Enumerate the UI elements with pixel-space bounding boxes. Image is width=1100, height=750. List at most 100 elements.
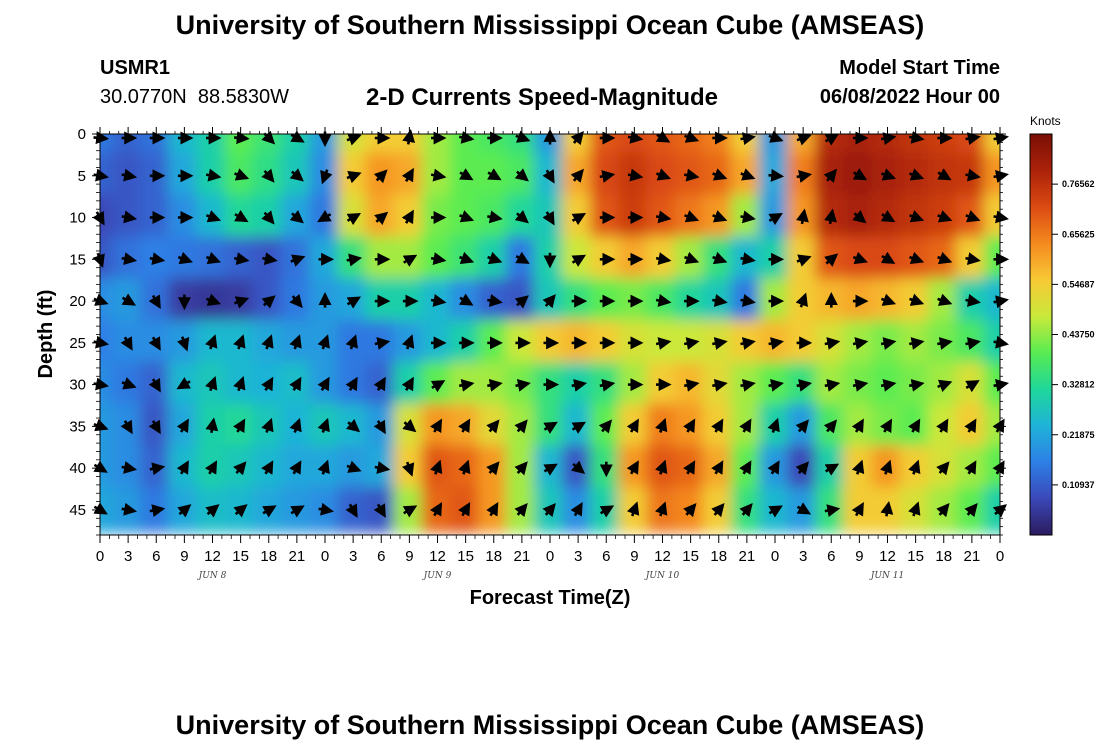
current-arrow [655,294,672,307]
current-arrow [768,168,785,182]
current-arrow [937,337,953,350]
current-arrow [487,294,503,307]
current-arrow [542,503,556,518]
heat-cell [983,361,1000,408]
current-arrow [655,417,668,433]
current-arrow [346,296,362,309]
current-arrow [514,503,528,518]
current-arrow [459,210,475,223]
current-arrow [909,168,925,181]
y-tick-label: 20 [69,293,86,310]
y-tick-label: 10 [69,210,86,227]
current-arrow [655,210,672,224]
current-arrow [909,251,925,265]
current-arrow [796,208,809,225]
current-arrow [683,337,700,350]
current-arrow [148,294,161,309]
current-arrow [880,251,896,264]
current-arrow [345,418,361,433]
x-tick-label: 18 [710,548,727,565]
current-arrow [402,418,417,433]
x-tick-label: 18 [935,548,952,565]
current-arrow [880,337,897,350]
current-arrow [655,337,672,350]
current-arrow [824,253,839,267]
current-arrow [880,168,897,181]
x-tick-label: 3 [574,548,582,565]
current-arrow [345,376,358,392]
current-arrow [402,505,418,518]
current-arrow [965,252,981,266]
current-arrow [908,418,921,434]
current-arrow [261,168,275,183]
current-arrow [880,209,896,223]
current-arrow [374,211,389,226]
current-arrow [599,170,616,183]
current-arrow [401,376,414,392]
x-tick-label: 9 [855,548,863,565]
colorbar-tick-label: 0.43750 [1062,330,1095,340]
x-tick-label: 0 [321,548,329,565]
x-axis: 0 3 6 9 12 15 18 21 0 3 6 9 12 15 18 21 0 3 6 9 12 15 18 21 0 3 6 9… [96,127,1004,581]
current-arrow [683,460,696,475]
heat-cell [983,445,1000,492]
y-tick-label: 40 [69,460,86,477]
current-arrow [908,337,925,350]
current-arrow [542,169,555,184]
current-arrow [205,251,222,265]
current-arrow [740,378,756,392]
current-arrow [824,504,841,518]
current-arrow [177,251,193,265]
x-tick-label: 9 [630,548,638,565]
current-arrow [740,132,756,146]
current-arrow [711,503,725,518]
current-arrow [824,133,840,146]
current-arrow [571,421,587,434]
current-arrow [346,133,362,146]
y-tick-label: 45 [69,502,86,519]
current-arrow [627,168,644,182]
current-arrow [402,254,418,267]
current-arrow [795,461,809,476]
current-arrow [626,418,639,434]
current-arrow [317,209,332,223]
x-tick-label: 21 [739,548,756,565]
current-arrow [148,336,161,351]
heat-cell [646,134,679,157]
current-arrow [262,505,277,518]
current-arrow [599,505,615,518]
current-arrow [459,168,474,181]
current-arrow [880,293,897,306]
x-tick-label: 9 [180,548,188,565]
current-arrow [824,463,840,476]
x-tick-label: 15 [907,548,924,565]
current-arrow [373,169,388,184]
heat-cell [983,278,1000,324]
current-arrow [851,459,865,475]
y-tick-label: 0 [78,126,86,143]
current-arrow [570,131,584,146]
y-tick-label: 25 [69,335,86,352]
x-tick-label: 12 [204,548,221,565]
current-arrow [879,418,893,434]
current-arrow [515,251,530,264]
current-arrow [289,293,303,309]
current-arrow [711,418,724,434]
current-arrow [234,168,250,181]
current-arrow [767,460,780,475]
current-arrow [401,167,414,183]
current-vectors [92,128,1010,518]
current-arrow [908,459,921,475]
current-arrow [796,170,813,183]
colorbar-unit-label: Knots [1030,114,1061,128]
current-arrow [908,501,921,517]
current-arrow [205,293,222,306]
current-arrow [120,419,133,435]
current-arrow [796,133,812,146]
current-arrow [796,502,812,515]
current-arrow [570,168,584,183]
current-arrow [233,131,250,145]
colorbar-tick-label: 0.54687 [1062,279,1095,289]
x-tick-label: 21 [964,548,981,565]
current-arrow [823,419,838,434]
